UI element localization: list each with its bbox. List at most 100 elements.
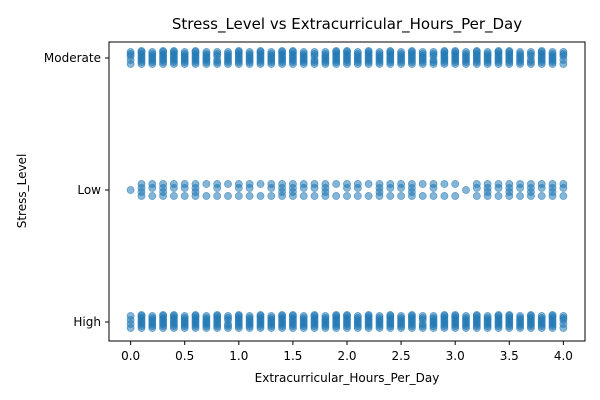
data-point-low <box>256 192 265 200</box>
data-point-high <box>213 318 222 326</box>
x-tick-label: 3.5 <box>500 349 519 363</box>
data-point-low <box>451 192 460 200</box>
data-point-high <box>224 322 232 330</box>
data-point-low <box>332 180 341 188</box>
data-point-moderate <box>472 47 481 55</box>
data-point-high <box>407 318 416 326</box>
data-point-moderate <box>483 54 492 62</box>
data-point-high <box>527 318 535 326</box>
x-tick-label: 1.0 <box>229 349 248 363</box>
y-tick-label: High <box>73 315 101 329</box>
data-point-low <box>559 184 568 192</box>
data-point-high <box>386 318 395 326</box>
data-point-high <box>332 318 341 326</box>
data-point-moderate <box>191 47 200 55</box>
data-point-high <box>494 318 503 326</box>
data-point-high <box>310 318 319 326</box>
data-point-high <box>440 311 449 319</box>
data-point-moderate <box>256 47 265 55</box>
data-point-high <box>267 318 276 326</box>
data-point-high <box>234 318 243 326</box>
data-point-low <box>332 192 341 200</box>
data-point-high <box>278 311 286 319</box>
data-point-low <box>213 192 222 200</box>
data-point-moderate <box>202 54 211 62</box>
data-point-moderate <box>429 50 438 58</box>
data-point-low <box>148 184 157 192</box>
data-point-low <box>310 184 319 192</box>
data-point-moderate <box>364 54 373 62</box>
data-point-high <box>234 311 243 319</box>
data-point-low <box>386 184 395 192</box>
data-point-low <box>202 192 211 200</box>
data-point-moderate <box>137 47 146 55</box>
data-point-moderate <box>321 54 330 62</box>
data-point-moderate <box>169 54 178 62</box>
data-point-low <box>440 192 449 200</box>
data-point-high <box>310 311 319 319</box>
data-point-moderate <box>364 47 373 55</box>
data-point-high <box>505 318 514 326</box>
data-point-moderate <box>234 54 243 62</box>
data-point-high <box>148 318 157 326</box>
data-point-high <box>224 314 232 322</box>
data-point-high <box>548 318 557 326</box>
data-point-moderate <box>527 58 535 66</box>
data-point-low <box>353 184 362 192</box>
data-point-high <box>505 311 514 319</box>
data-point-moderate <box>494 54 503 62</box>
data-point-high <box>440 318 449 326</box>
data-point-low <box>267 192 276 200</box>
data-point-moderate <box>516 54 524 62</box>
data-point-low <box>418 192 427 200</box>
data-point-moderate <box>310 50 319 58</box>
data-point-high <box>299 318 308 326</box>
data-point-low <box>494 192 503 200</box>
data-point-moderate <box>126 50 135 58</box>
data-point-low <box>343 184 351 192</box>
data-point-moderate <box>537 54 546 62</box>
data-point-low <box>472 192 481 200</box>
data-point-high <box>418 322 427 330</box>
x-axis-ticks: 0.0 0.5 1.0 1.5 2.0 2.5 3.0 3.5 4.0 <box>121 341 573 363</box>
data-point-low <box>213 184 222 192</box>
data-point-moderate <box>451 54 460 62</box>
data-point-high <box>343 318 351 326</box>
data-point-high <box>191 311 200 319</box>
data-point-high <box>397 318 405 326</box>
data-point-moderate <box>267 54 276 62</box>
data-point-moderate <box>148 54 157 62</box>
data-point-low <box>180 192 189 200</box>
data-point-low <box>418 180 427 188</box>
data-point-high <box>159 311 167 319</box>
data-point-low <box>483 188 492 196</box>
data-point-moderate <box>191 54 200 62</box>
data-point-high <box>548 311 557 319</box>
data-point-low <box>516 184 524 192</box>
x-tick-label: 0.0 <box>121 349 140 363</box>
data-point-moderate <box>288 54 297 62</box>
data-point-high <box>353 318 362 326</box>
data-point-low <box>429 192 438 200</box>
data-point-moderate <box>343 47 351 55</box>
data-point-moderate <box>332 47 341 55</box>
data-point-low <box>267 184 276 192</box>
data-point-low <box>234 192 243 200</box>
data-point-moderate <box>559 50 568 58</box>
data-point-moderate <box>462 54 470 62</box>
data-point-moderate <box>278 54 286 62</box>
data-point-high <box>527 311 535 319</box>
data-point-moderate <box>169 47 178 55</box>
data-point-low <box>159 188 167 196</box>
data-point-low <box>407 188 416 196</box>
data-point-low <box>353 192 362 200</box>
data-point-high <box>472 311 481 319</box>
data-point-low <box>397 184 405 192</box>
data-point-moderate <box>180 54 189 62</box>
data-point-high <box>288 311 297 319</box>
data-point-low <box>397 192 405 200</box>
data-point-low <box>375 188 384 196</box>
y-tick-label: Low <box>77 183 101 197</box>
data-point-high <box>278 318 286 326</box>
